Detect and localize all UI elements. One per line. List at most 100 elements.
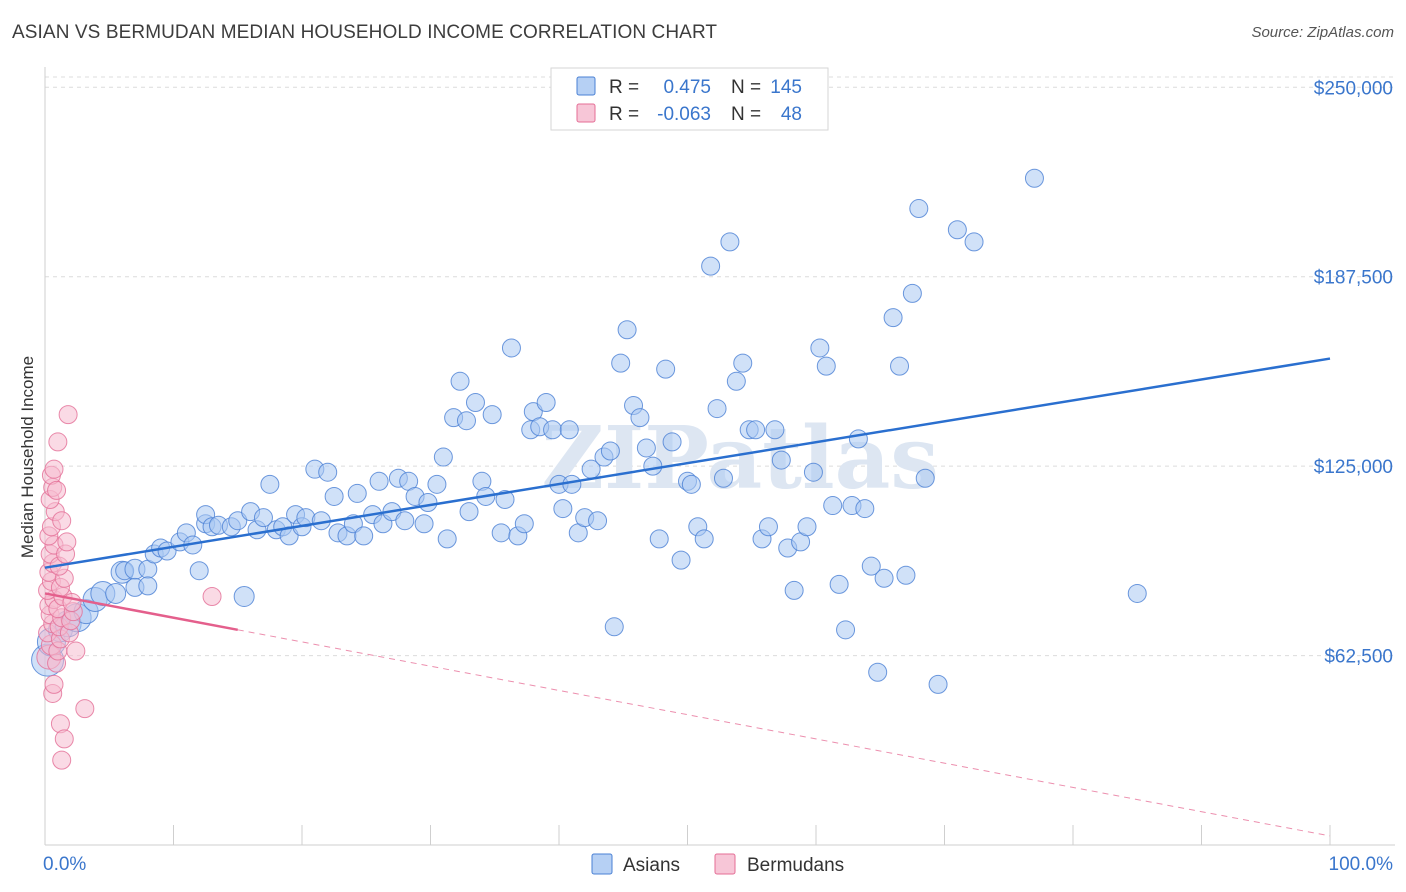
asian-point xyxy=(491,523,511,543)
asian-point xyxy=(369,471,389,491)
asian-point xyxy=(694,529,714,549)
asian-point xyxy=(733,353,753,373)
bermudan-point xyxy=(66,641,86,661)
asian-point xyxy=(1127,583,1147,603)
grid-lines xyxy=(45,76,1395,657)
legend-n-value-asian: 145 xyxy=(770,77,802,98)
asian-point xyxy=(105,582,127,604)
asian-point xyxy=(823,496,843,516)
asian-point xyxy=(868,662,888,682)
asian-point xyxy=(437,529,457,549)
asian-point xyxy=(604,617,624,637)
asian-point xyxy=(189,561,209,581)
asian-point xyxy=(636,438,656,458)
asian-point xyxy=(418,493,438,513)
asian-point xyxy=(896,565,916,585)
bermudan-point xyxy=(202,586,222,606)
y-tick-label: $187,500 xyxy=(1314,268,1393,289)
asian-point xyxy=(501,338,521,358)
asian-point xyxy=(765,420,785,440)
legend-r-label-asian: R = xyxy=(609,77,639,98)
asian-point xyxy=(662,432,682,452)
asian-point xyxy=(395,511,415,531)
chart-title: ASIAN VS BERMUDAN MEDIAN HOUSEHOLD INCOM… xyxy=(12,22,718,43)
asian-trend-line xyxy=(44,357,1331,569)
asian-point xyxy=(797,517,817,537)
asian-point xyxy=(253,508,273,528)
bermudan-point xyxy=(48,432,68,452)
asian-point xyxy=(803,462,823,482)
legend-bottom-label-asian: Asians xyxy=(623,855,680,876)
asian-point xyxy=(915,468,935,488)
asian-point xyxy=(562,474,582,494)
legend-r-value-asian: 0.475 xyxy=(663,77,711,98)
asian-point xyxy=(643,456,663,476)
asian-point xyxy=(771,450,791,470)
asian-point xyxy=(909,199,929,219)
asian-point xyxy=(947,220,967,240)
legend-r-value-bermudan: -0.063 xyxy=(657,104,711,125)
asian-point xyxy=(228,511,248,531)
asian-point xyxy=(414,514,434,534)
asian-point xyxy=(883,308,903,328)
asian-point xyxy=(630,408,650,428)
asian-point xyxy=(836,620,856,640)
asian-point xyxy=(427,474,447,494)
asian-point xyxy=(260,474,280,494)
legend-bottom-label-bermudan: Bermudans xyxy=(747,855,844,876)
bermudan-point xyxy=(57,532,77,552)
asian-point xyxy=(536,393,556,413)
x-tick-label-max: 100.0% xyxy=(1329,854,1394,875)
source-label: Source: ZipAtlas.com xyxy=(1251,24,1394,41)
asian-point xyxy=(681,474,701,494)
asian-point xyxy=(713,468,733,488)
bermudan-point xyxy=(44,674,64,694)
bermudan-point xyxy=(44,459,64,479)
asian-point xyxy=(874,568,894,588)
bermudan-trend-line xyxy=(44,592,238,632)
legend-swatch-asian xyxy=(576,76,596,96)
asian-point xyxy=(928,674,948,694)
asian-point xyxy=(649,529,669,549)
asian-point xyxy=(720,232,740,252)
asian-point xyxy=(829,574,849,594)
asian-point xyxy=(671,550,691,570)
asian-point xyxy=(784,580,804,600)
legend-n-value-bermudan: 48 xyxy=(781,104,802,125)
asian-point xyxy=(1024,168,1044,188)
bermudan-trend-extension xyxy=(237,629,1331,837)
asian-point xyxy=(964,232,984,252)
asian-point xyxy=(746,420,766,440)
asian-point xyxy=(726,371,746,391)
asian-point xyxy=(588,511,608,531)
asian-point xyxy=(553,499,573,519)
asian-point xyxy=(318,462,338,482)
legend-top-box xyxy=(550,67,829,131)
legend-n-label-bermudan: N = xyxy=(731,104,761,125)
asian-point xyxy=(495,489,515,509)
bermudan-point xyxy=(52,511,72,531)
asian-point xyxy=(707,399,727,419)
bermudan-point xyxy=(58,405,78,425)
asian-point xyxy=(656,359,676,379)
axes xyxy=(44,67,1395,846)
asian-point xyxy=(138,576,158,596)
asian-point xyxy=(465,393,485,413)
asian-point xyxy=(456,411,476,431)
asian-point xyxy=(482,405,502,425)
legend-n-label-asian: N = xyxy=(731,77,761,98)
asian-point xyxy=(855,499,875,519)
bermudan-point xyxy=(52,750,72,770)
asian-point xyxy=(848,429,868,449)
asian-point xyxy=(233,585,255,607)
legend-swatch-bermudan xyxy=(576,103,596,123)
y-tick-label: $250,000 xyxy=(1314,78,1393,99)
asian-point xyxy=(559,420,579,440)
asian-point xyxy=(433,447,453,467)
asian-point xyxy=(514,514,534,534)
asian-point xyxy=(701,256,721,276)
legend-bottom-swatch-bermudan xyxy=(714,853,736,875)
asian-point xyxy=(902,283,922,303)
asian-point xyxy=(816,356,836,376)
trend-lines xyxy=(44,357,1331,837)
